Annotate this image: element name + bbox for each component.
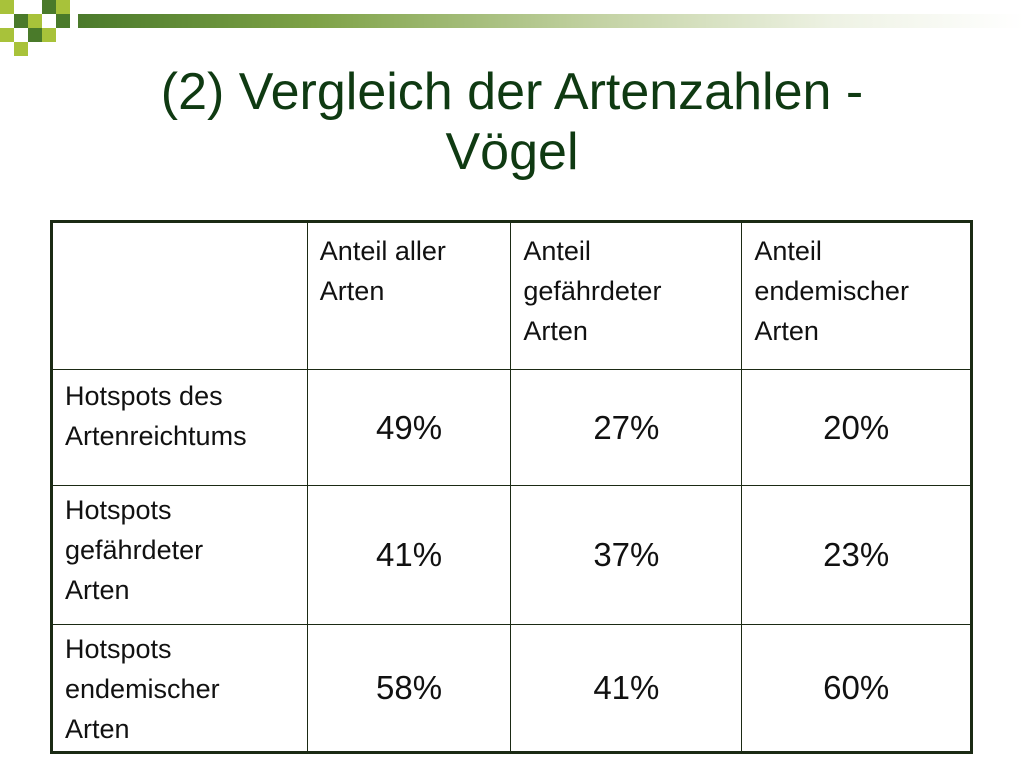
header-text: Anteil bbox=[754, 236, 822, 266]
row-label-text: gefährdeter bbox=[65, 535, 204, 565]
deco-square bbox=[14, 14, 28, 28]
table-row: Hotspots endemischer Arten 58% 41% 60% bbox=[51, 624, 972, 753]
row-label-cell: Hotspots gefährdeter Arten bbox=[51, 485, 308, 625]
header-cell: Anteil endemischer Arten bbox=[741, 221, 972, 370]
deco-square bbox=[0, 0, 14, 14]
decorative-squares bbox=[0, 0, 90, 70]
deco-square bbox=[56, 14, 70, 28]
value-cell: 49% bbox=[306, 369, 512, 486]
row-label-text: Artenreichtums bbox=[65, 421, 247, 451]
header-text: endemischer bbox=[754, 276, 909, 306]
table-row: Hotspots gefährdeter Arten 41% 37% 23% bbox=[51, 485, 972, 625]
header-text: gefährdeter bbox=[523, 276, 662, 306]
deco-square bbox=[28, 14, 42, 28]
value-cell: 20% bbox=[741, 369, 972, 486]
header-text: Arten bbox=[523, 316, 588, 346]
title-line-2: Vögel bbox=[445, 123, 579, 181]
header-cell: Anteil gefährdeter Arten bbox=[510, 221, 743, 370]
value-cell: 41% bbox=[510, 624, 743, 753]
deco-square bbox=[42, 28, 56, 42]
header-text: Arten bbox=[319, 276, 385, 306]
comparison-table: Anteil aller Arten Anteil gefährdeter Ar… bbox=[50, 220, 973, 754]
row-label-cell: Hotspots des Artenreichtums bbox=[51, 369, 308, 486]
deco-square bbox=[28, 28, 42, 42]
row-label-text: Hotspots bbox=[65, 634, 172, 664]
header-text: Arten bbox=[754, 316, 819, 346]
row-label-cell: Hotspots endemischer Arten bbox=[51, 624, 308, 753]
value-cell: 23% bbox=[741, 485, 972, 625]
row-label-text: Hotspots des bbox=[65, 381, 223, 411]
header-text: Anteil bbox=[523, 236, 591, 266]
header-cell-empty bbox=[51, 221, 308, 370]
header-cell: Anteil aller Arten bbox=[306, 221, 512, 370]
deco-square bbox=[0, 28, 14, 42]
table-row: Hotspots des Artenreichtums 49% 27% 20% bbox=[51, 369, 972, 486]
value-cell: 27% bbox=[510, 369, 743, 486]
row-label-text: Hotspots bbox=[65, 495, 172, 525]
row-label-text: Arten bbox=[65, 714, 130, 744]
header-gradient-bar bbox=[78, 14, 1024, 28]
deco-square bbox=[56, 0, 70, 14]
value-cell: 58% bbox=[306, 624, 512, 753]
table-header-row: Anteil aller Arten Anteil gefährdeter Ar… bbox=[51, 221, 972, 370]
deco-square bbox=[42, 0, 56, 14]
value-cell: 60% bbox=[741, 624, 972, 753]
value-cell: 37% bbox=[510, 485, 743, 625]
row-label-text: Arten bbox=[65, 575, 130, 605]
title-line-1: (2) Vergleich der Artenzahlen - bbox=[160, 63, 864, 121]
row-label-text: endemischer bbox=[65, 674, 220, 704]
deco-square bbox=[14, 42, 28, 56]
header-text: Anteil aller bbox=[319, 236, 446, 266]
value-cell: 41% bbox=[306, 485, 512, 625]
slide-title: (2) Vergleich der Artenzahlen - Vögel bbox=[60, 62, 964, 182]
